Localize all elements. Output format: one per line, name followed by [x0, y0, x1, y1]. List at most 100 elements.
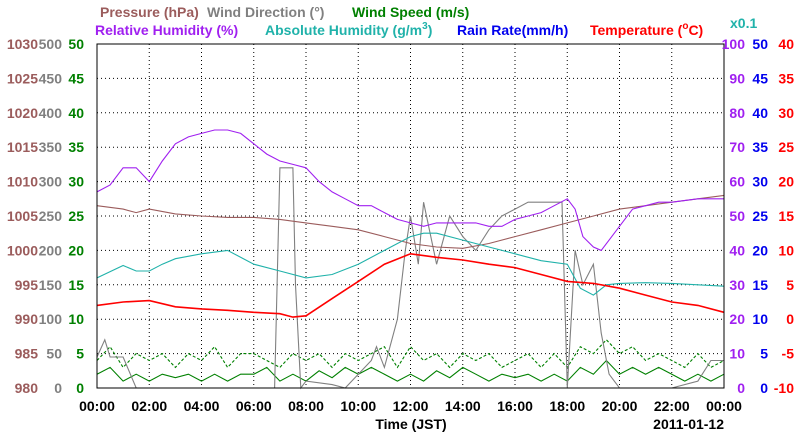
ytick-relative-humidity: 20: [729, 311, 745, 327]
ytick-pressure: 1010: [7, 174, 38, 190]
xtick-label: 04:00: [184, 398, 220, 414]
ytick-wind-direction: 0: [54, 380, 62, 396]
ytick-pressure: 1020: [7, 105, 38, 121]
xtick-label: 00:00: [706, 398, 742, 414]
ytick-wind-speed: 25: [68, 208, 84, 224]
ytick-relative-humidity: 40: [729, 242, 745, 258]
ytick-rain-rate: 45: [752, 70, 768, 86]
ytick-relative-humidity: 10: [729, 346, 745, 362]
ytick-wind-speed: 20: [68, 242, 84, 258]
ytick-wind-speed: 30: [68, 174, 84, 190]
plot-frame: [96, 43, 725, 389]
ytick-relative-humidity: 100: [722, 36, 746, 52]
ytick-pressure: 1015: [7, 139, 38, 155]
ytick-rain-rate: 10: [752, 311, 768, 327]
legend-abs-humidity-sup: 3: [422, 21, 428, 32]
ytick-wind-speed: 45: [68, 70, 84, 86]
ytick-pressure: 1025: [7, 70, 38, 86]
x-axis-label: Time (JST): [375, 416, 446, 432]
ytick-temperature: -10: [774, 380, 794, 396]
ytick-pressure: 980: [15, 380, 39, 396]
ytick-temperature: 15: [778, 208, 794, 224]
xtick-label: 16:00: [497, 398, 533, 414]
legend-temperature-close: C): [688, 22, 703, 38]
legend-relative-humidity: Relative Humidity (%): [95, 22, 238, 38]
ytick-relative-humidity: 60: [729, 174, 745, 190]
date-label: 2011-01-12: [653, 416, 724, 432]
ytick-relative-humidity: 50: [729, 208, 745, 224]
ytick-temperature: 5: [786, 277, 794, 293]
ytick-wind-speed: 50: [68, 36, 84, 52]
ytick-temperature: 25: [778, 139, 794, 155]
legend-temperature: Temperature (oC): [590, 21, 703, 38]
ytick-wind-direction: 50: [46, 346, 62, 362]
ytick-pressure: 1030: [7, 36, 38, 52]
ytick-relative-humidity: 70: [729, 139, 745, 155]
xtick-label: 06:00: [236, 398, 272, 414]
ytick-wind-speed: 35: [68, 139, 84, 155]
ytick-wind-direction: 500: [39, 36, 63, 52]
ytick-relative-humidity: 90: [729, 70, 745, 86]
legend-temperature-deg: o: [682, 21, 688, 32]
ytick-wind-direction: 100: [39, 311, 63, 327]
xtick-label: 20:00: [602, 398, 638, 414]
ytick-temperature: 40: [778, 36, 794, 52]
rain-scale-note: x0.1: [730, 15, 757, 31]
ytick-rain-rate: 15: [752, 277, 768, 293]
legend: Pressure (hPa) Wind Direction (°) Wind S…: [95, 4, 757, 38]
xtick-label: 02:00: [131, 398, 167, 414]
ytick-rain-rate: 30: [752, 174, 768, 190]
ytick-rain-rate: 0: [760, 380, 768, 396]
ytick-temperature: 30: [778, 105, 794, 121]
y-axis-ticks: 1030102510201015101010051000995990985980…: [7, 36, 794, 396]
xtick-label: 10:00: [340, 398, 376, 414]
ytick-wind-direction: 400: [39, 105, 63, 121]
ytick-pressure: 1000: [7, 242, 38, 258]
ytick-wind-direction: 450: [39, 70, 63, 86]
xtick-label: 08:00: [288, 398, 324, 414]
series-pressure: [96, 194, 725, 249]
series-wind-speed: [96, 359, 725, 382]
xtick-label: 22:00: [654, 398, 690, 414]
series-temperature: [96, 252, 725, 318]
ytick-wind-direction: 250: [39, 208, 63, 224]
ytick-wind-speed: 0: [76, 380, 84, 396]
ytick-rain-rate: 50: [752, 36, 768, 52]
ytick-relative-humidity: 0: [737, 380, 745, 396]
ytick-temperature: 20: [778, 174, 794, 190]
ytick-wind-direction: 300: [39, 174, 63, 190]
ytick-pressure: 985: [15, 346, 39, 362]
ytick-temperature: 0: [786, 311, 794, 327]
xtick-label: 14:00: [445, 398, 481, 414]
ytick-wind-speed: 40: [68, 105, 84, 121]
series-absolute-humidity: [96, 232, 725, 296]
ytick-temperature: 10: [778, 242, 794, 258]
ytick-wind-direction: 200: [39, 242, 63, 258]
ytick-rain-rate: 40: [752, 105, 768, 121]
x-axis-ticks: 00:00 02:00 04:00 06:00 08:00 10:00 12:00 14:00…: [79, 398, 742, 414]
ytick-pressure: 1005: [7, 208, 38, 224]
xtick-label: 18:00: [549, 398, 585, 414]
series-relative-humidity: [96, 129, 724, 252]
legend-pressure: Pressure (hPa): [100, 4, 199, 20]
ytick-rain-rate: 25: [752, 208, 768, 224]
legend-abs-humidity-text: Absolute Humidity (g/m: [265, 22, 422, 38]
legend-wind-speed: Wind Speed (m/s): [352, 4, 469, 20]
ytick-temperature: -5: [782, 346, 795, 362]
legend-absolute-humidity: Absolute Humidity (g/m3): [265, 21, 432, 38]
xtick-label: 00:00: [79, 398, 115, 414]
legend-abs-humidity-close: ): [428, 22, 433, 38]
ytick-rain-rate: 35: [752, 139, 768, 155]
ytick-rain-rate: 20: [752, 242, 768, 258]
legend-wind-direction: Wind Direction (°): [207, 4, 324, 20]
ytick-wind-direction: 150: [39, 277, 63, 293]
ytick-wind-direction: 350: [39, 139, 63, 155]
ytick-wind-speed: 15: [68, 277, 84, 293]
legend-temperature-text: Temperature (: [590, 22, 683, 38]
ytick-temperature: 35: [778, 70, 794, 86]
ytick-relative-humidity: 80: [729, 105, 745, 121]
ytick-pressure: 990: [15, 311, 39, 327]
ytick-relative-humidity: 30: [729, 277, 745, 293]
ytick-wind-speed: 10: [68, 311, 84, 327]
